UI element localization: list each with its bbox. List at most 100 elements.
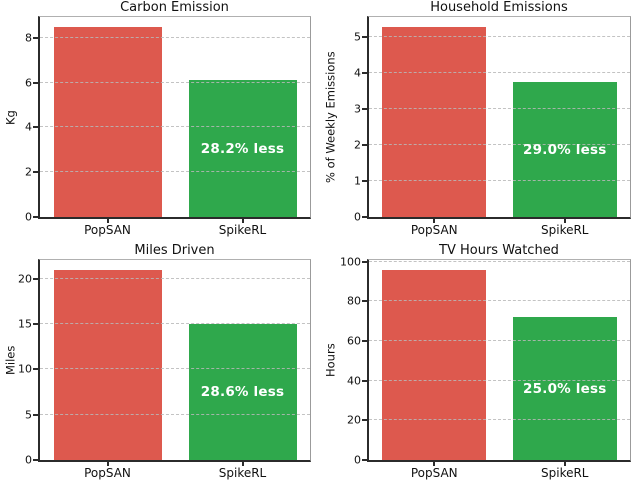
x-tick-mark — [563, 219, 566, 223]
x-tick-label-popsan: PopSAN — [84, 466, 131, 480]
x-tick-label-popsan: PopSAN — [410, 223, 458, 237]
y-tick-mark — [362, 260, 367, 263]
y-tick-label: 2 — [25, 165, 32, 179]
y-tick-label: 8 — [25, 31, 32, 45]
y-tick-mark — [33, 171, 38, 174]
bar-annotation: 28.2% less — [200, 140, 285, 157]
plot-area: 0 2 4 6 8 PopSAN SpikeRL 28.2% less — [25, 16, 311, 236]
gridline — [369, 72, 630, 74]
chart-title: TV Hours Watched — [439, 243, 559, 258]
chart-cell-household-emissions: Household Emissions % of Weekly Emissions… — [320, 0, 640, 243]
y-tick-mark — [33, 322, 38, 325]
y-tick-label: 1 — [354, 174, 361, 188]
y-tick-mark — [362, 72, 367, 75]
bar-spikerl — [188, 80, 297, 217]
x-tick-label-spikerl: SpikeRL — [541, 223, 589, 237]
y-tick-mark — [362, 379, 367, 382]
y-tick-mark — [33, 126, 38, 129]
y-tick-mark — [362, 339, 367, 342]
gridline — [40, 368, 310, 370]
x-tick-label-popsan: PopSAN — [410, 466, 458, 480]
bar-popsan — [53, 26, 162, 217]
gridline — [369, 260, 630, 262]
chart-cell-carbon-emission: Carbon Emission Kg 0 2 4 6 8 PopSAN SpikeRL 28.2%… — [0, 0, 320, 243]
chart-cell-miles-driven: Miles Driven Miles 0 5 10 15 20 PopSAN SpikeRL 28… — [0, 243, 320, 486]
y-tick-mark — [33, 81, 38, 84]
y-tick-label: 2 — [354, 138, 361, 152]
gridline — [40, 413, 310, 415]
y-tick-label: 0 — [25, 453, 32, 467]
gridline — [369, 339, 630, 341]
y-tick-mark — [33, 368, 38, 371]
y-tick-label: 5 — [25, 408, 32, 422]
x-tick-label-spikerl: SpikeRL — [541, 466, 589, 480]
bar-annotation: 29.0% less — [523, 141, 607, 158]
y-tick-label: 60 — [347, 334, 361, 348]
y-tick-mark — [33, 413, 38, 416]
y-tick-mark — [33, 216, 38, 218]
plot-area: 0 1 2 3 4 5 PopSAN SpikeRL 29.0% less — [354, 16, 631, 236]
y-tick-label: 0 — [354, 210, 361, 224]
bar-spikerl — [188, 323, 297, 460]
y-tick-label: 20 — [18, 272, 32, 286]
y-tick-label: 100 — [340, 255, 361, 269]
bar-spikerl — [512, 82, 617, 217]
y-tick-label: 0 — [25, 210, 32, 224]
x-tick-mark — [106, 462, 109, 466]
plot-area: 0 5 10 15 20 PopSAN SpikeRL 28.6% less — [18, 259, 311, 479]
y-tick-label: 5 — [354, 30, 361, 44]
y-axis-label: % of Weekly Emissions — [323, 51, 338, 184]
gridline — [40, 171, 310, 173]
x-tick-mark — [563, 462, 566, 466]
chart-cell-tv-hours-watched: TV Hours Watched Hours 0 20 40 60 80 100 PopSAN S… — [320, 243, 640, 486]
y-tick-mark — [362, 459, 367, 461]
gridline — [40, 126, 310, 128]
gridline — [369, 419, 630, 421]
y-tick-label: 80 — [347, 294, 361, 308]
chart-title: Carbon Emission — [120, 0, 229, 15]
x-tick-mark — [106, 219, 109, 223]
y-tick-mark — [33, 36, 38, 39]
y-axis-label: Miles — [3, 345, 18, 376]
gridline — [40, 277, 310, 279]
bar-popsan — [382, 26, 487, 217]
chart-title: Miles Driven — [134, 243, 215, 258]
y-axis-label: Kg — [3, 110, 18, 125]
y-tick-label: 15 — [18, 317, 32, 331]
y-tick-mark — [362, 108, 367, 111]
y-tick-mark — [33, 277, 38, 280]
gridline — [369, 379, 630, 381]
gridline — [40, 36, 310, 38]
bar-popsan — [53, 269, 162, 460]
y-axis-label: Hours — [323, 343, 338, 378]
bar-annotation: 28.6% less — [200, 383, 285, 400]
y-tick-label: 20 — [347, 413, 361, 427]
bar-popsan — [382, 269, 487, 460]
y-tick-mark — [362, 144, 367, 147]
y-tick-mark — [362, 36, 367, 39]
chart-title: Household Emissions — [430, 0, 568, 15]
x-tick-label-spikerl: SpikeRL — [218, 223, 267, 237]
y-tick-label: 4 — [354, 66, 361, 80]
gridline — [369, 36, 630, 38]
x-tick-mark — [241, 462, 244, 466]
gridline — [40, 81, 310, 83]
gridline — [369, 144, 630, 146]
x-tick-label-spikerl: SpikeRL — [218, 466, 267, 480]
y-tick-label: 40 — [347, 374, 361, 388]
gridline — [40, 322, 310, 324]
y-tick-label: 10 — [18, 362, 32, 376]
bar-spikerl — [512, 317, 617, 460]
y-tick-label: 6 — [25, 76, 32, 90]
y-tick-label: 4 — [25, 120, 32, 134]
y-tick-mark — [362, 180, 367, 183]
y-tick-mark — [362, 300, 367, 303]
plot-area: 0 20 40 60 80 100 PopSAN SpikeRL 25.0% less — [340, 256, 631, 479]
y-tick-mark — [362, 216, 367, 218]
gridline — [369, 300, 630, 302]
y-tick-mark — [362, 419, 367, 422]
x-tick-mark — [433, 219, 436, 223]
x-tick-mark — [433, 462, 436, 466]
gridline — [369, 108, 630, 110]
